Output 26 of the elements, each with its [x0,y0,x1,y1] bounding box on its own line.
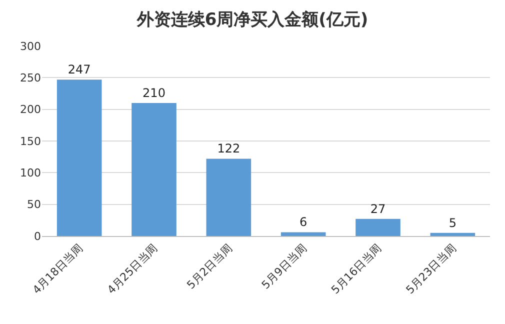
bar [280,232,326,236]
bar [132,103,176,236]
data-label: 247 [68,62,91,77]
bar [56,80,102,236]
x-tick-label: 5月2日当周 [184,242,235,292]
data-label: 5 [448,216,456,230]
x-tick-label: 5月23日当周 [404,242,459,297]
y-tick-label: 200 [20,103,41,116]
bar [356,218,400,236]
bar [430,232,476,236]
y-tick-label: 100 [20,166,41,180]
data-label: 6 [300,215,308,230]
chart-title: 外资连续6周净买入金额(亿元) [136,10,368,30]
data-label: 122 [217,142,240,156]
y-tick-label: 0 [34,230,41,243]
y-tick-label: 150 [20,134,41,148]
x-tick-label: 5月16日当周 [328,242,384,297]
x-tick-label: 4月25日当周 [104,242,160,297]
data-label: 210 [142,86,166,100]
y-tick-label: 250 [20,72,41,85]
data-label: 27 [370,202,386,216]
x-tick-label: 4月18日当周 [30,242,86,297]
y-tick-label: 300 [20,40,41,53]
bar [206,158,252,236]
x-tick-label: 5月9日当周 [259,242,310,292]
y-tick-label: 50 [27,198,41,212]
